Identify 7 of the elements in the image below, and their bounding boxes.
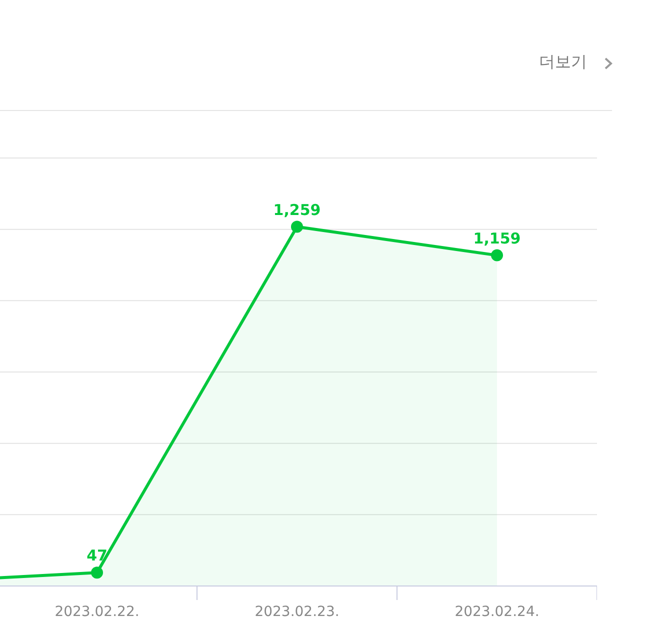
text: 더보기 [539,52,587,73]
data-label: 1,259 [273,200,321,219]
data-label: 1,159 [473,229,521,248]
x-tick-label: 2023.02.23. [254,604,340,620]
data-label: 47 [86,546,108,565]
x-tick-label: 2023.02.22. [54,604,140,620]
x-tick-label: 2023.02.24. [454,604,540,620]
